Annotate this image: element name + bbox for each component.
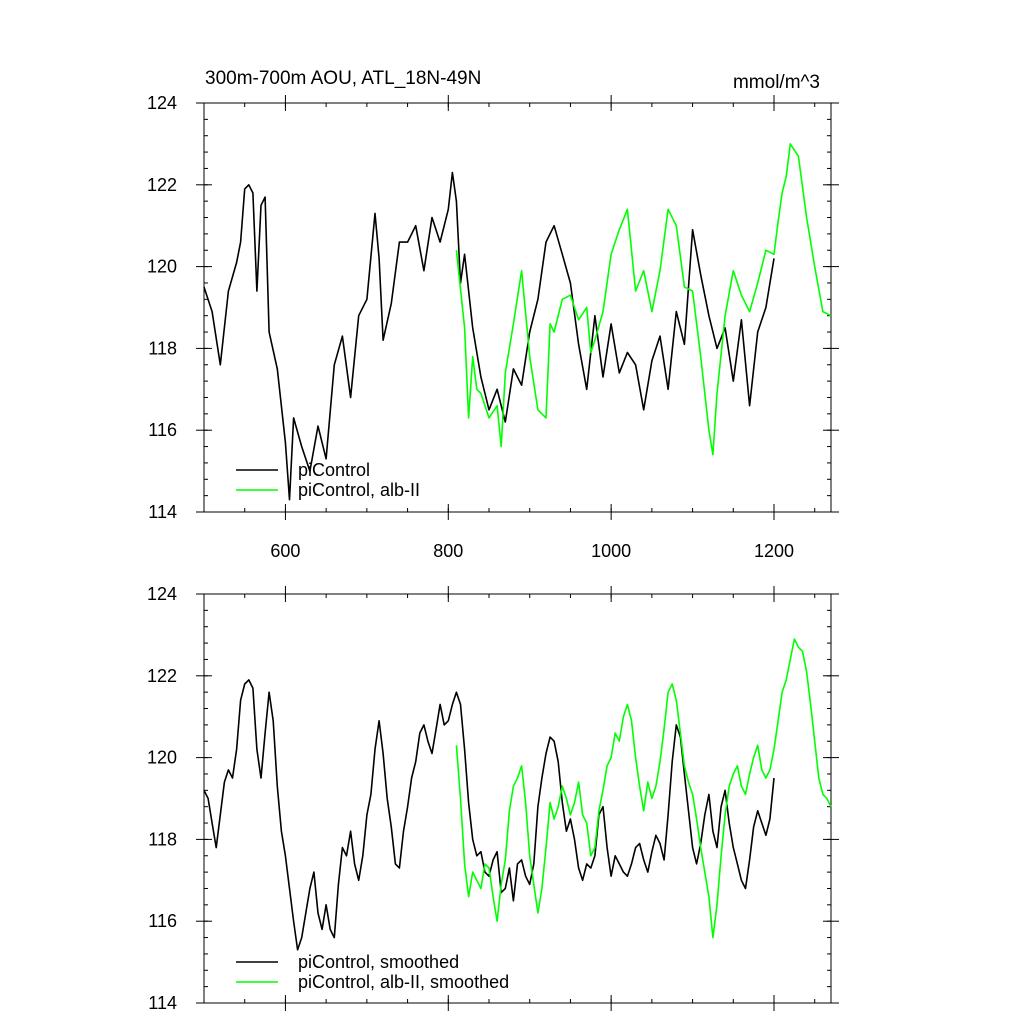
axes-group: 114 116 118 120 122 124 600 800 1000 1200 [147, 93, 839, 561]
y-tick-label: 122 [147, 175, 177, 195]
x-tick-label: 800 [433, 541, 463, 561]
series-group [203, 638, 832, 951]
plot-frame [203, 102, 832, 513]
units-label: mmol/m^3 [733, 72, 820, 93]
y-tick-label: 122 [147, 666, 177, 686]
series-line-picontrol [203, 171, 775, 501]
legend-label: piControl, smoothed [298, 952, 459, 972]
axes-group: 114 116 118 120 122 124 [147, 584, 839, 1013]
legend-label: piControl [298, 460, 370, 480]
y-tick-label: 116 [148, 420, 177, 440]
series-line-picontrol-alb-ii [455, 143, 832, 456]
y-tick-label: 114 [148, 502, 177, 522]
legend-label: piControl, alb-II [298, 480, 420, 500]
x-tick-label: 600 [270, 541, 300, 561]
chart-panel-top: 300m-700m AOU, ATL_18N-49N mmol/m^3 1141… [147, 68, 839, 561]
y-tick-label: 118 [148, 829, 177, 849]
y-tick-label: 120 [147, 257, 177, 277]
chart-panel-bottom: 114 116 118 120 122 124 piControl, smoothedpi… [147, 584, 839, 1013]
y-tick-label: 118 [148, 338, 177, 358]
series-line-picontrol-alb-ii-smoothed [455, 638, 832, 939]
y-tick-label: 114 [148, 993, 177, 1013]
y-tick-label: 124 [147, 584, 177, 604]
x-tick-label: 1000 [591, 541, 631, 561]
y-tick-label: 120 [147, 748, 177, 768]
x-tick-label: 1200 [754, 541, 794, 561]
y-tick-label: 124 [147, 93, 177, 113]
legend-label: piControl, alb-II, smoothed [298, 972, 509, 992]
series-group [203, 143, 832, 501]
plot-frame [203, 593, 832, 1004]
chart-title: 300m-700m AOU, ATL_18N-49N [205, 68, 481, 89]
series-line-picontrol-smoothed [203, 679, 775, 951]
y-tick-label: 116 [148, 911, 177, 931]
